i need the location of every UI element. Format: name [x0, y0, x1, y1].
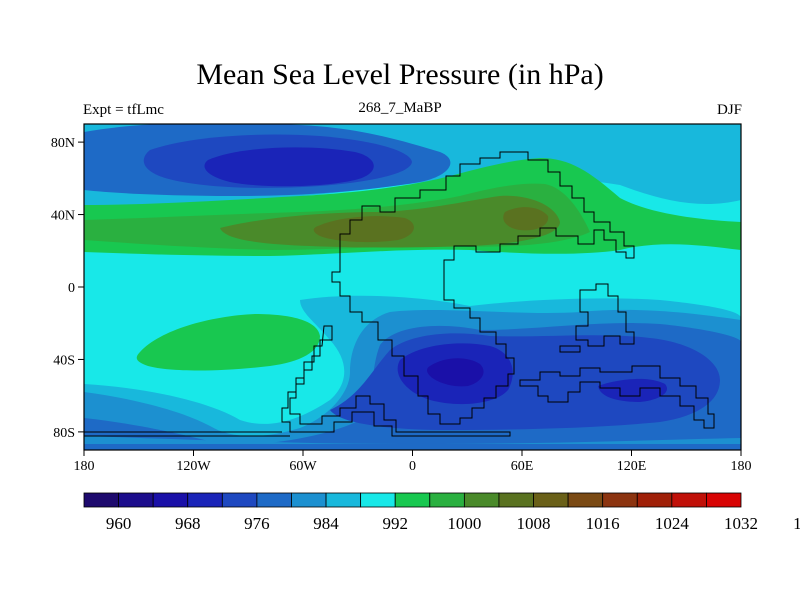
x-tick-label: 120W: [176, 459, 211, 474]
colorbar-swatch: [291, 492, 327, 508]
colorbar-swatch: [533, 492, 569, 508]
y-axis: 80N 40N 0 40S 80S: [51, 136, 84, 441]
colorbar-label: 1032: [724, 514, 758, 533]
run-label: 268_7_MaBP: [358, 100, 442, 116]
colorbar-swatch: [463, 492, 500, 508]
colorbar-swatch: [221, 492, 258, 508]
colorbar-swatch: [602, 492, 638, 508]
x-tick-label: 60W: [289, 459, 317, 474]
experiment-label: Expt = tfLmc: [83, 102, 164, 118]
continent-outlines: [84, 151, 715, 437]
y-tick-label: 80N: [51, 136, 75, 151]
colorbar-label: 968: [175, 514, 201, 533]
contour-belt-1016-east: [503, 207, 549, 231]
colorbar-swatch: [83, 492, 119, 508]
colorbar-label: 984: [313, 514, 339, 533]
colorbar-label: 1008: [517, 514, 551, 533]
contour-field: [84, 124, 741, 450]
colorbar-label: 1000: [447, 514, 481, 533]
colorbar-label: 1024: [655, 514, 690, 533]
continent-outline-south-america: [281, 325, 511, 437]
colorbar-swatch: [394, 492, 431, 508]
contour-belt-1016: [313, 216, 414, 243]
contour-south-1004: [136, 314, 320, 371]
x-tick-label: 180: [74, 459, 95, 474]
continent-outline-east-island: [575, 283, 635, 347]
colorbar-label: 960: [106, 514, 132, 533]
x-tick-label: 180: [731, 459, 752, 474]
colorbar-swatch: [636, 492, 673, 508]
continent-outline-main: [331, 151, 635, 425]
y-tick-label: 40S: [53, 353, 75, 368]
continent-outline-east-peninsula: [559, 345, 581, 353]
x-tick-label: 120E: [617, 459, 647, 474]
x-tick-label: 60E: [511, 459, 534, 474]
chart-title: Mean Sea Level Pressure (in hPa): [196, 58, 604, 91]
contour-south-976-east: [598, 378, 668, 402]
season-label: DJF: [716, 102, 742, 118]
colorbar-label: 1016: [586, 514, 620, 533]
colorbar-swatch: [706, 492, 742, 508]
contour-south-988-bottom: [84, 444, 741, 450]
y-tick-label: 0: [68, 281, 75, 296]
colorbar-swatch: [498, 492, 534, 508]
colorbar-swatch: [429, 492, 465, 508]
contour-north-972: [204, 147, 374, 187]
colorbar-label: 976: [244, 514, 270, 533]
colorbar-swatch: [152, 492, 189, 508]
colorbar: 960 968 976 984 992 1000 1008 1016 1024 1032 1040: [83, 492, 800, 533]
colorbar-swatch: [360, 492, 396, 508]
colorbar-swatch: [118, 492, 154, 508]
contour-south-968: [427, 358, 484, 387]
colorbar-swatch: [567, 492, 604, 508]
continent-outline-antarctica: [84, 431, 290, 437]
colorbar-swatch: [187, 492, 223, 508]
colorbar-swatch: [671, 492, 707, 508]
colorbar-label: 992: [382, 514, 408, 533]
continent-outline-south-east: [519, 365, 715, 429]
x-tick-label: 0: [409, 459, 416, 474]
colorbar-label: 1040: [793, 514, 800, 533]
colorbar-swatch: [256, 492, 292, 508]
colorbar-swatch: [325, 492, 362, 508]
x-axis: 180 120W 60W 0 60E 120E 180: [74, 450, 752, 474]
y-tick-label: 40N: [51, 209, 75, 224]
y-tick-label: 80S: [53, 426, 75, 441]
